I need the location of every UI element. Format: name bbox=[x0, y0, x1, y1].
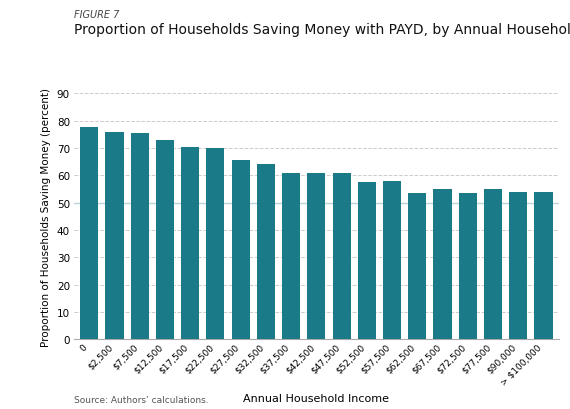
Bar bbox=[257, 165, 275, 339]
Bar bbox=[535, 192, 552, 339]
Bar bbox=[206, 148, 225, 339]
Bar bbox=[459, 193, 477, 339]
Bar bbox=[282, 173, 300, 339]
Bar bbox=[80, 128, 99, 339]
Bar bbox=[307, 173, 325, 339]
Bar bbox=[358, 183, 376, 339]
Text: Source: Authors’ calculations.: Source: Authors’ calculations. bbox=[74, 395, 209, 404]
Text: Proportion of Households Saving Money with PAYD, by Annual Household Income: Proportion of Households Saving Money wi… bbox=[74, 22, 570, 36]
Bar bbox=[408, 193, 426, 339]
Bar bbox=[131, 134, 149, 339]
Bar bbox=[231, 161, 250, 339]
X-axis label: Annual Household Income: Annual Household Income bbox=[243, 393, 389, 403]
Bar bbox=[433, 189, 451, 339]
Bar bbox=[484, 189, 502, 339]
Bar bbox=[105, 132, 124, 339]
Bar bbox=[156, 140, 174, 339]
Bar bbox=[181, 147, 199, 339]
Bar bbox=[332, 173, 351, 339]
Y-axis label: Proportion of Households Saving Money (percent): Proportion of Households Saving Money (p… bbox=[41, 88, 51, 346]
Text: FIGURE 7: FIGURE 7 bbox=[74, 10, 120, 20]
Bar bbox=[383, 181, 401, 339]
Bar bbox=[509, 192, 527, 339]
